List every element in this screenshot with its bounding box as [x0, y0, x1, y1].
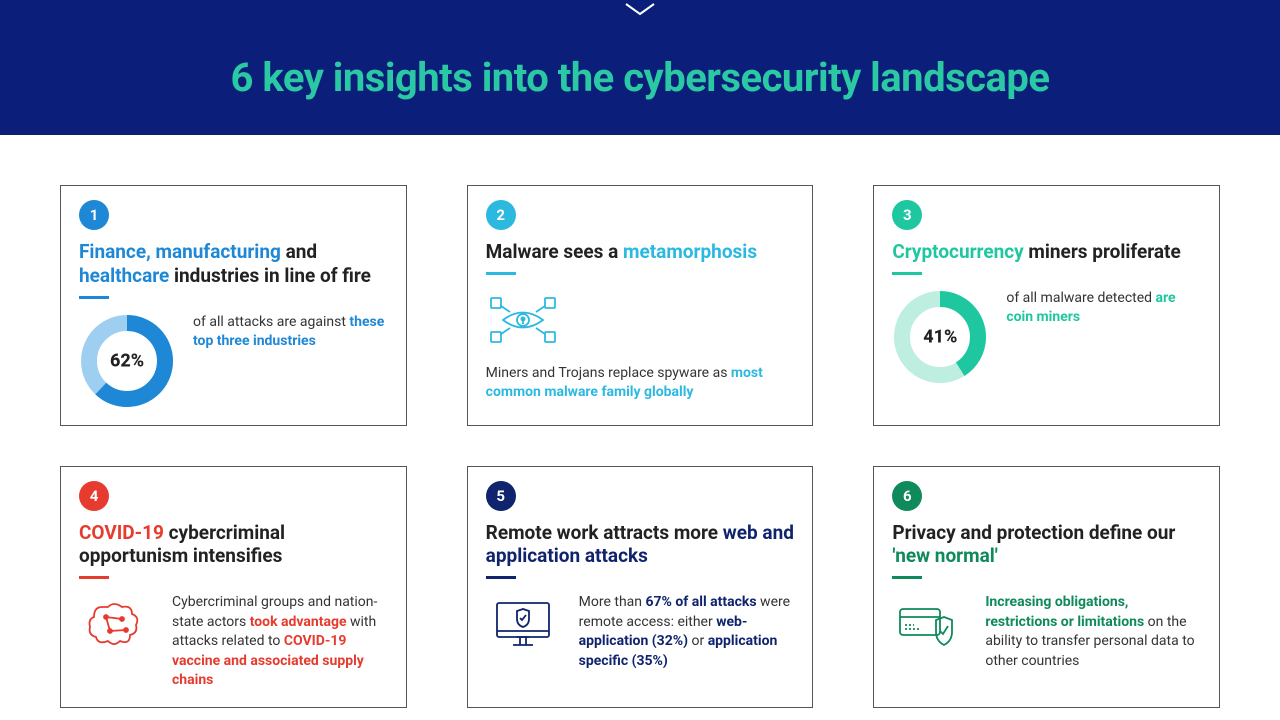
monitor-shield-icon [486, 593, 561, 656]
card-body: Increasing obligations, restrictions or … [892, 593, 1201, 691]
insight-card-3: 3 Cryptocurrency miners proliferate 41% o… [873, 185, 1220, 426]
card-number-badge: 1 [79, 200, 109, 230]
card-description: of all attacks are against these top thr… [193, 313, 388, 352]
headline-underline [892, 272, 922, 275]
text-run: 'new normal' [892, 544, 998, 567]
card-description: of all malware detected are coin miners [1006, 289, 1201, 328]
card-description: Cybercriminal groups and nation-state ac… [172, 593, 388, 691]
card-body: 62% of all attacks are against these top… [79, 313, 388, 409]
card-number-badge: 2 [486, 200, 516, 230]
headline-underline [486, 272, 516, 275]
insight-card-2: 2 Malware sees a metamorphosis Miners and… [467, 185, 814, 426]
chevron-down-icon [622, 0, 658, 24]
donut-chart: 41% [892, 289, 988, 385]
cards-grid: 1 Finance, manufacturing and healthcare i… [0, 135, 1280, 708]
eye-network-icon [486, 289, 561, 352]
card-number-badge: 6 [892, 481, 922, 511]
card-headline: Remote work attracts more web and applic… [486, 521, 795, 569]
card-headline: Malware sees a metamorphosis [486, 240, 795, 264]
headline-underline [79, 296, 109, 299]
text-run: industries in line of fire [169, 264, 371, 287]
headline-underline [79, 576, 109, 579]
text-run: 67% of all attacks [645, 594, 756, 610]
card-description: Increasing obligations, restrictions or … [985, 593, 1201, 671]
text-run: Remote work attracts more [486, 521, 723, 544]
header-banner: 6 key insights into the cybersecurity la… [0, 0, 1280, 135]
card-number-badge: 4 [79, 481, 109, 511]
card-headline: Finance, manufacturing and healthcare in… [79, 240, 388, 288]
text-run: Increasing obligations, restrictions or … [985, 594, 1144, 630]
text-run: or [688, 633, 708, 649]
text-run: COVID-19 [79, 521, 164, 544]
insight-card-1: 1 Finance, manufacturing and healthcare i… [60, 185, 407, 426]
card-body: Miners and Trojans replace spyware as mo… [486, 289, 795, 409]
headline-underline [892, 576, 922, 579]
text-run: took advantage [250, 614, 347, 630]
credit-shield-icon [892, 593, 967, 656]
card-description: More than 67% of all attacks were remote… [579, 593, 795, 671]
text-run: Cryptocurrency [892, 240, 1023, 263]
text-run: Finance, manufacturing [79, 240, 281, 263]
insight-card-5: 5 Remote work attracts more web and appli… [467, 466, 814, 708]
text-run: Malware sees a [486, 240, 623, 263]
card-description: Miners and Trojans replace spyware as mo… [486, 364, 795, 403]
donut-value: 41% [923, 326, 957, 347]
card-body: Cybercriminal groups and nation-state ac… [79, 593, 388, 691]
text-run: miners proliferate [1024, 240, 1181, 263]
donut-value: 62% [110, 350, 144, 371]
headline-underline [486, 576, 516, 579]
text-run: healthcare [79, 264, 169, 287]
insight-card-4: 4 COVID-19 cybercriminal opportunism inte… [60, 466, 407, 708]
card-number-badge: 5 [486, 481, 516, 511]
page-title: 6 key insights into the cybersecurity la… [230, 54, 1049, 101]
text-run: metamorphosis [623, 240, 757, 263]
text-run: of all malware detected [1006, 290, 1155, 306]
text-run: and [281, 240, 317, 263]
card-headline: COVID-19 cybercriminal opportunism inten… [79, 521, 388, 569]
card-headline: Privacy and protection define our 'new n… [892, 521, 1201, 569]
card-headline: Cryptocurrency miners proliferate [892, 240, 1201, 264]
card-body: 41% of all malware detected are coin min… [892, 289, 1201, 409]
text-run: Miners and Trojans replace spyware as [486, 365, 731, 381]
text-run: Privacy and protection define our [892, 521, 1175, 544]
text-run: More than [579, 594, 646, 610]
card-body: More than 67% of all attacks were remote… [486, 593, 795, 691]
card-number-badge: 3 [892, 200, 922, 230]
brain-chip-icon [79, 593, 154, 656]
text-run: of all attacks are against [193, 314, 349, 330]
donut-chart: 62% [79, 313, 175, 409]
insight-card-6: 6 Privacy and protection define our 'new … [873, 466, 1220, 708]
